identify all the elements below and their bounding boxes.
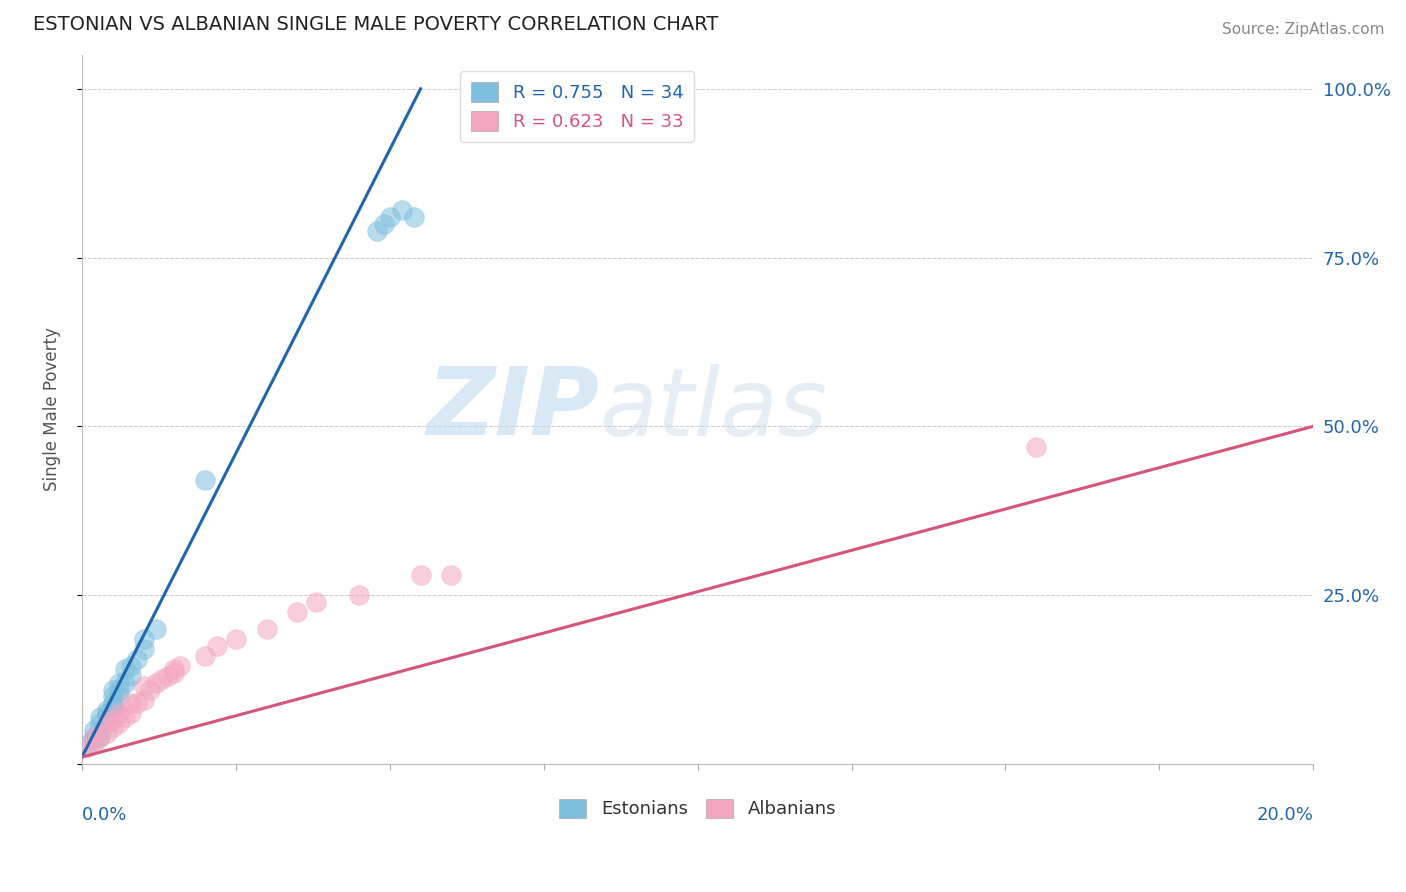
Point (108, 690, 131, 704)
Point (83, 723, 105, 737)
Point (132, 692, 155, 706)
Point (127, 652, 149, 666)
Point (120, 669, 142, 683)
Point (373, 217, 395, 231)
Point (194, 473, 217, 487)
Text: atlas: atlas (599, 364, 827, 455)
Point (127, 696, 149, 710)
Text: 20.0%: 20.0% (1257, 806, 1313, 824)
Point (163, 662, 186, 676)
Point (440, 567, 463, 582)
Point (163, 665, 186, 680)
Text: ESTONIAN VS ALBANIAN SINGLE MALE POVERTY CORRELATION CHART: ESTONIAN VS ALBANIAN SINGLE MALE POVERTY… (32, 15, 718, 34)
Point (120, 696, 142, 710)
Point (89, 730, 111, 744)
Point (96, 709, 118, 723)
Point (101, 690, 124, 704)
Point (366, 223, 388, 237)
Point (391, 203, 413, 218)
Point (120, 659, 142, 673)
Point (89, 709, 111, 723)
Point (83, 730, 105, 744)
Point (194, 648, 217, 663)
Point (96, 713, 118, 727)
Y-axis label: Single Male Poverty: Single Male Poverty (44, 327, 60, 491)
Point (207, 639, 229, 653)
Point (89, 730, 111, 744)
Point (101, 703, 124, 717)
Point (256, 622, 278, 636)
Point (96, 706, 118, 721)
Point (108, 716, 131, 731)
Point (96, 726, 118, 740)
Point (89, 716, 111, 731)
Point (132, 642, 155, 657)
Text: Source: ZipAtlas.com: Source: ZipAtlas.com (1222, 22, 1385, 37)
Point (305, 595, 328, 609)
Point (83, 730, 105, 744)
Point (409, 567, 432, 582)
Point (378, 210, 401, 224)
Point (96, 703, 118, 717)
Point (89, 723, 111, 737)
Point (108, 706, 131, 721)
Point (404, 210, 426, 224)
Point (120, 706, 142, 721)
Point (108, 682, 131, 697)
Point (138, 682, 160, 697)
Point (83, 733, 105, 747)
Point (150, 673, 173, 687)
Point (114, 662, 136, 676)
Point (77, 739, 100, 754)
Point (132, 679, 155, 693)
Point (347, 588, 370, 602)
Point (287, 605, 309, 619)
Point (101, 696, 124, 710)
Point (169, 659, 191, 673)
Point (83, 737, 105, 751)
Text: 0.0%: 0.0% (82, 806, 128, 824)
Point (225, 632, 247, 646)
Point (101, 682, 124, 697)
Point (101, 720, 124, 734)
Point (1025, 440, 1047, 454)
Point (132, 632, 155, 646)
Legend: Estonians, Albanians: Estonians, Albanians (553, 792, 844, 826)
Point (101, 699, 124, 714)
Point (145, 675, 167, 690)
Point (96, 716, 118, 731)
Point (77, 737, 100, 751)
Point (114, 709, 136, 723)
Text: ZIP: ZIP (426, 363, 599, 456)
Point (145, 622, 167, 636)
Point (108, 675, 131, 690)
Point (157, 669, 180, 683)
Point (101, 713, 124, 727)
Point (114, 675, 136, 690)
